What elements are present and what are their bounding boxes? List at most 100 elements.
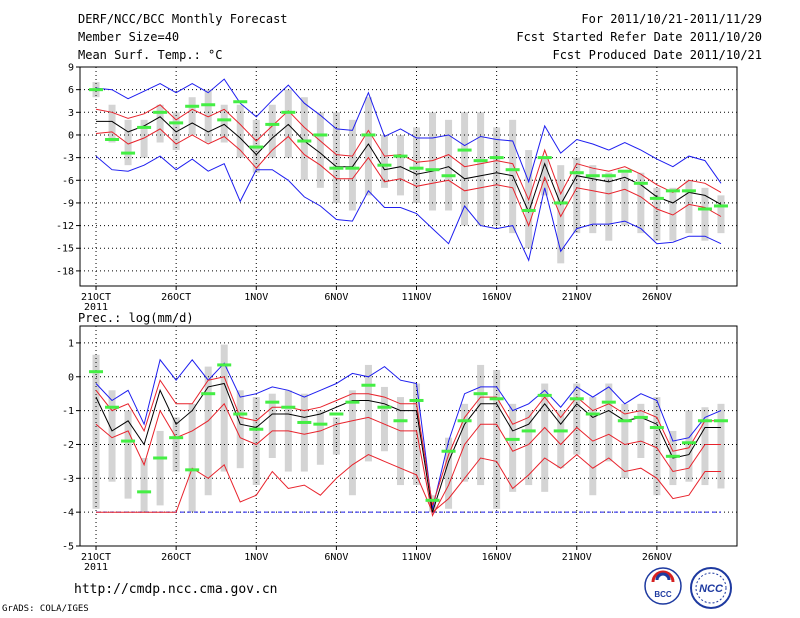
range-box (621, 172, 629, 226)
median-mark (617, 169, 632, 173)
range-box (396, 397, 404, 486)
y-tick-label: -3 (62, 153, 74, 164)
forecast-period: For 2011/10/21-2011/11/29 (581, 12, 762, 26)
median-mark (89, 370, 104, 374)
range-box (220, 104, 228, 143)
y-tick-label: 6 (68, 85, 74, 96)
range-box (429, 112, 437, 211)
x-tick-year: 2011 (84, 562, 108, 573)
range-box (717, 195, 725, 234)
median-mark (169, 436, 184, 440)
median-mark (265, 122, 280, 126)
median-mark (521, 208, 536, 212)
x-tick-label: 21NOV (562, 292, 592, 303)
median-mark (185, 104, 200, 108)
range-box (589, 165, 597, 234)
median-mark (345, 166, 360, 170)
x-tick-label: 21OCT (81, 552, 111, 563)
range-box (348, 390, 356, 496)
range-box (669, 187, 677, 241)
mean-line (95, 382, 721, 513)
median-mark (121, 151, 136, 155)
median-mark (585, 412, 600, 416)
range-box (108, 104, 116, 143)
median-mark (169, 121, 184, 125)
range-box (380, 386, 388, 452)
range-box (140, 458, 148, 513)
range-box (541, 383, 549, 492)
median-mark (281, 110, 296, 114)
plot-frame (79, 66, 738, 287)
median-mark (393, 419, 408, 423)
range-box (284, 89, 292, 158)
member-size: Member Size=40 (78, 30, 180, 44)
range-box (509, 403, 517, 492)
range-box (204, 89, 212, 143)
median-mark (553, 429, 568, 433)
x-tick-label: 16NOV (482, 292, 512, 303)
range-box (252, 397, 260, 486)
y-tick-label: 0 (68, 130, 74, 141)
range-box (236, 390, 244, 469)
median-mark (249, 145, 264, 149)
median-mark (457, 148, 472, 152)
y-tick-label: 3 (68, 108, 74, 119)
range-box (108, 390, 116, 482)
median-mark (217, 118, 232, 122)
median-mark (105, 137, 120, 141)
forecast-started: Fcst Started Refer Date 2011/10/20 (516, 30, 762, 44)
median-mark (425, 498, 440, 502)
median-mark (233, 100, 248, 104)
plot-frame (79, 325, 738, 547)
median-mark (89, 88, 104, 92)
y-tick-label: -15 (56, 244, 74, 255)
range-box (156, 104, 164, 143)
median-mark (217, 363, 232, 367)
median-mark (201, 392, 216, 396)
x-tick-label: 26OCT (161, 292, 191, 303)
range-box (124, 410, 132, 499)
y-tick-label: -9 (62, 198, 74, 209)
x-tick-label: 26NOV (642, 292, 672, 303)
range-box (477, 112, 485, 226)
median-mark (393, 154, 408, 158)
range-box (268, 393, 276, 458)
x-tick-label: 11NOV (401, 552, 431, 563)
range-box (621, 403, 629, 479)
median-mark (569, 171, 584, 175)
median-mark (713, 204, 728, 208)
range-box (380, 134, 388, 188)
median-mark (537, 156, 552, 160)
y-tick-label: -5 (62, 542, 74, 553)
y-tick-label: -18 (56, 266, 74, 277)
y-tick-label: 1 (68, 338, 74, 349)
website-url: http://cmdp.ncc.cma.gov.cn (74, 582, 278, 597)
range-box (701, 187, 709, 241)
median-mark (281, 405, 296, 409)
median-mark (409, 166, 424, 170)
x-tick-label: 6NOV (324, 292, 348, 303)
range-box (477, 364, 485, 486)
range-box (92, 354, 100, 509)
range-box (557, 165, 565, 264)
median-mark (329, 412, 344, 416)
y-tick-label: -6 (62, 176, 74, 187)
median-mark (345, 400, 360, 404)
median-mark (105, 405, 120, 409)
upper-line (95, 104, 722, 202)
grads-credit: GrADS: COLA/IGES (2, 604, 89, 614)
median-mark (153, 456, 168, 460)
range-box (445, 119, 453, 211)
chart-title: DERF/NCC/BCC Monthly Forecast (78, 12, 288, 26)
x-tick-label: 1NOV (244, 292, 268, 303)
range-box (701, 407, 709, 486)
median-mark (697, 207, 712, 211)
range-box (188, 97, 196, 135)
range-box (124, 119, 132, 166)
median-mark (521, 429, 536, 433)
range-box (685, 410, 693, 482)
median-mark (649, 426, 664, 430)
median-mark (313, 133, 328, 137)
range-box (493, 370, 501, 509)
